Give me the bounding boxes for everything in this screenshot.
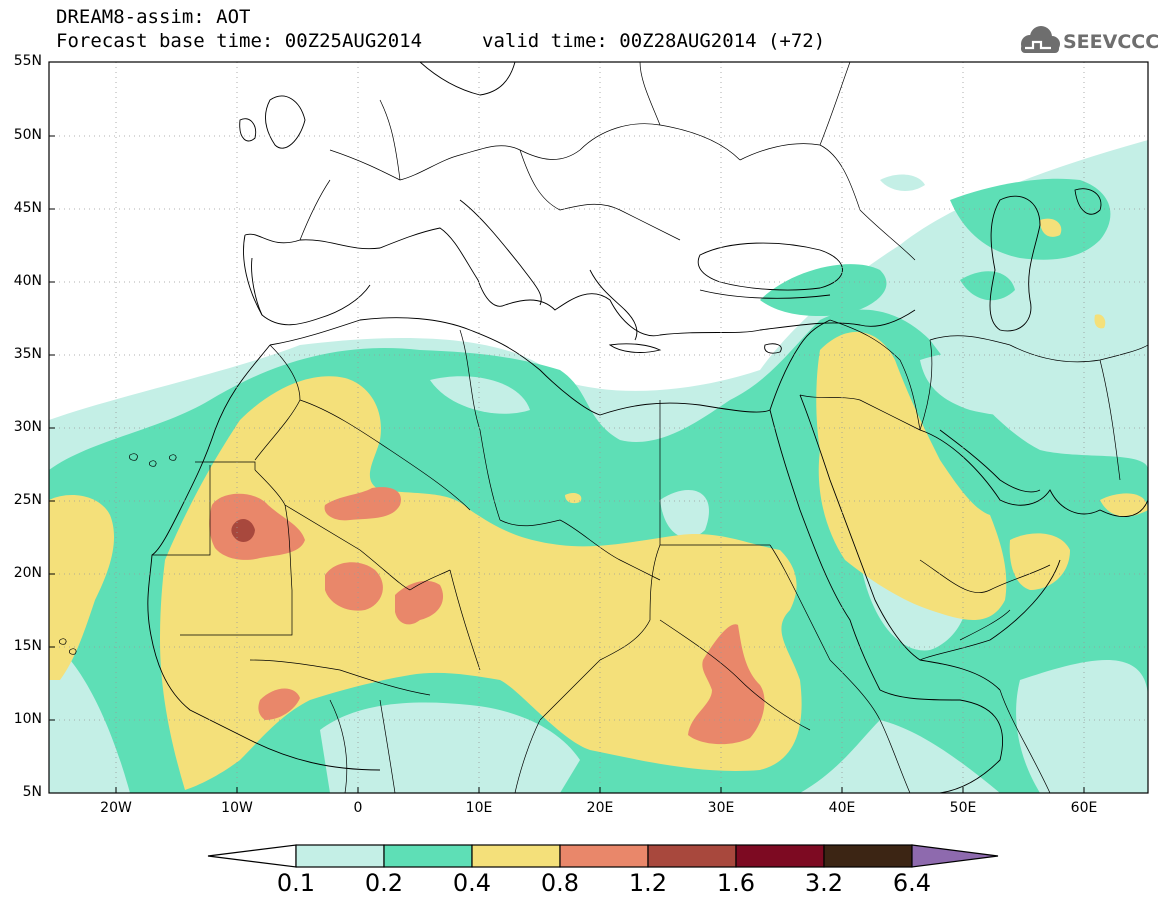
- lat-label: 15N: [13, 638, 42, 654]
- colorbar-high-arrow: [911, 844, 999, 868]
- colorbar-box-3: [471, 844, 561, 868]
- lat-label: 40N: [13, 273, 42, 289]
- colorbar-box-2: [383, 844, 473, 868]
- lon-label: 0: [353, 800, 363, 816]
- lat-label: 5N: [22, 784, 42, 800]
- lat-label: 10N: [13, 711, 42, 727]
- lat-label: 45N: [13, 200, 42, 216]
- colorbar-label: 3.2: [804, 869, 844, 897]
- colorbar-box-4: [559, 844, 649, 868]
- aot-layer-0.4: [49, 218, 1148, 790]
- lon-label: 10W: [221, 800, 253, 816]
- forecast-base-time: Forecast base time: 00Z25AUG2014: [56, 30, 423, 52]
- colorbar-label: 0.4: [452, 869, 492, 897]
- colorbar-label: 6.4: [892, 869, 932, 897]
- colorbar-label: 0.1: [276, 869, 316, 897]
- lon-label: 30E: [707, 800, 735, 816]
- colorbar-box-1: [295, 844, 385, 868]
- lat-label: 50N: [13, 127, 42, 143]
- coastlines: [147, 62, 1148, 793]
- lat-label: 20N: [13, 565, 42, 581]
- colorbar-box-6: [735, 844, 825, 868]
- colorbar: [207, 844, 999, 868]
- valid-time: valid time: 00Z28AUG2014 (+72): [482, 30, 826, 52]
- colorbar-box-7: [823, 844, 913, 868]
- colorbar-label: 1.6: [716, 869, 756, 897]
- lat-label: 35N: [13, 346, 42, 362]
- logo-text: SEEVCCC: [1063, 31, 1160, 53]
- lon-label: 20E: [586, 800, 614, 816]
- colorbar-low-arrow: [207, 844, 297, 868]
- colorbar-label: 0.2: [364, 869, 404, 897]
- lon-label: 20W: [100, 800, 132, 816]
- map-title: DREAM8-assim: AOT: [56, 6, 251, 28]
- aot-layer-1.2: [231, 518, 255, 542]
- colorbar-label: 1.2: [628, 869, 668, 897]
- lat-label: 30N: [13, 419, 42, 435]
- cloud-icon: [1021, 26, 1060, 53]
- country-borders: [59, 62, 1148, 793]
- tick-marks: [49, 61, 1085, 794]
- lat-label: 55N: [13, 53, 42, 69]
- graticule: [49, 62, 1148, 793]
- colorbar-box-5: [647, 844, 737, 868]
- lon-label: 50E: [949, 800, 977, 816]
- lon-label: 40E: [828, 800, 856, 816]
- colorbar-label: 0.8: [540, 869, 580, 897]
- lon-label: 60E: [1070, 800, 1098, 816]
- lon-label: 10E: [465, 800, 493, 816]
- lat-label: 25N: [13, 492, 42, 508]
